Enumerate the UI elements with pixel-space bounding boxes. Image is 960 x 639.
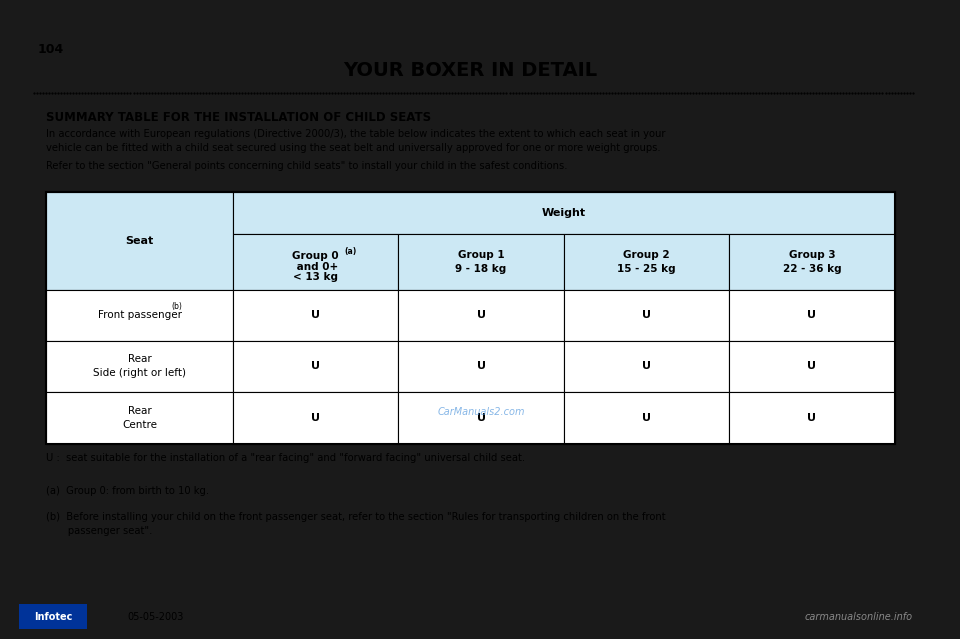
Bar [398,290,564,341]
Bar [233,290,398,341]
Text: SUMMARY TABLE FOR THE INSTALLATION OF CHILD SEATS: SUMMARY TABLE FOR THE INSTALLATION OF CH… [46,111,431,124]
Bar [233,192,895,235]
Text: (b): (b) [171,302,182,311]
Text: Infotec: Infotec [35,612,73,622]
Text: U: U [642,311,651,320]
Text: (b)  Before installing your child on the front passenger seat, refer to the sect: (b) Before installing your child on the … [46,512,666,536]
Text: U: U [476,413,486,423]
Text: U: U [476,311,486,320]
Bar [729,290,895,341]
Text: U :  seat suitable for the installation of a "rear facing" and "forward facing" : U : seat suitable for the installation o… [46,453,525,463]
Bar [729,341,895,392]
Text: Rear
Centre: Rear Centre [122,406,157,430]
Text: Refer to the section "General points concerning child seats" to install your chi: Refer to the section "General points con… [46,160,567,171]
Bar [564,341,729,392]
Text: 05-05-2003: 05-05-2003 [128,612,184,622]
Text: and 0+: and 0+ [293,262,338,272]
Bar [398,392,564,444]
Text: Group 1
9 - 18 kg: Group 1 9 - 18 kg [455,250,507,274]
Text: Group 3
22 - 36 kg: Group 3 22 - 36 kg [782,250,841,274]
Bar [233,341,398,392]
Text: (a): (a) [345,247,357,256]
Text: U: U [642,413,651,423]
Text: U: U [311,362,320,371]
Bar [46,192,895,444]
Text: U: U [807,362,816,371]
Text: U: U [311,311,320,320]
Bar [564,392,729,444]
Text: 104: 104 [37,43,63,56]
Bar [46,392,233,444]
Bar [19,604,86,629]
Bar [729,392,895,444]
Bar [233,235,398,290]
Bar [46,192,233,290]
Bar [564,235,729,290]
Text: < 13 kg: < 13 kg [293,272,338,282]
Bar [46,290,233,341]
Text: carmanualsonline.info: carmanualsonline.info [804,612,913,622]
Bar [729,235,895,290]
Text: U: U [807,311,816,320]
Text: U: U [476,362,486,371]
Text: YOUR BOXER IN DETAIL: YOUR BOXER IN DETAIL [344,61,597,80]
Text: In accordance with European regulations (Directive 2000/3), the table below indi: In accordance with European regulations … [46,129,666,153]
Text: U: U [642,362,651,371]
Text: Rear
Side (right or left): Rear Side (right or left) [93,355,186,378]
Bar [233,392,398,444]
Bar [398,341,564,392]
Text: Front passenger: Front passenger [98,311,181,320]
Text: Group 2
15 - 25 kg: Group 2 15 - 25 kg [617,250,676,274]
Text: U: U [311,413,320,423]
Text: U: U [807,413,816,423]
Text: Group 0: Group 0 [292,251,339,261]
Text: CarManuals2.com: CarManuals2.com [437,407,525,417]
Bar [46,341,233,392]
Text: Weight: Weight [541,208,586,218]
Text: (a)  Group 0: from birth to 10 kg.: (a) Group 0: from birth to 10 kg. [46,486,209,496]
Bar [564,290,729,341]
Bar [398,235,564,290]
Text: Seat: Seat [126,236,154,246]
